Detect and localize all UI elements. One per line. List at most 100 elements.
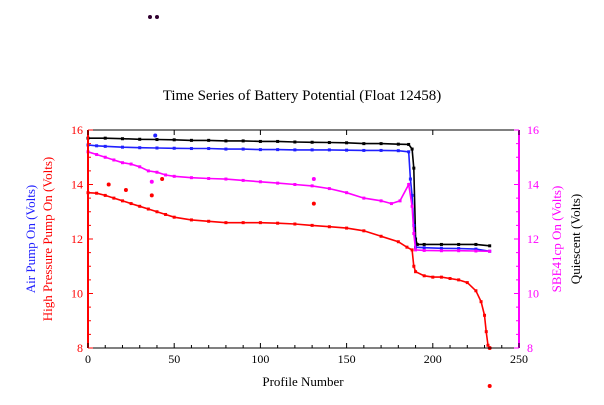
data-point-high-pressure-pump-on [120, 199, 124, 203]
data-point-air-pump-on [410, 193, 414, 197]
data-point-sbe41cp-on [389, 202, 393, 206]
data-point-high-pressure-pump-on [439, 275, 443, 279]
data-point-air-pump-on [474, 247, 478, 251]
data-point-quiescent [241, 139, 245, 143]
data-point-high-pressure-pump-on [164, 212, 168, 216]
data-point-air-pump-on [396, 149, 400, 153]
data-point-high-pressure-pump-on [379, 234, 383, 238]
data-point-sbe41cp-on [120, 161, 124, 165]
data-point-high-pressure-pump-on [258, 221, 262, 225]
data-point-quiescent [155, 138, 159, 142]
left-axis-label-2: High Pressure Pump On (Volts) [40, 157, 55, 321]
outlier-point-high-pressure-pump-on [160, 177, 165, 182]
data-point-high-pressure-pump-on [155, 210, 159, 214]
data-point-quiescent [172, 138, 176, 142]
series-line-sbe41cp-on [87, 151, 490, 253]
data-point-quiescent [379, 142, 383, 146]
data-point-sbe41cp-on [138, 165, 142, 169]
x-tick-label: 250 [510, 352, 528, 366]
data-point-high-pressure-pump-on [310, 223, 314, 227]
outlier-point-sbe41cp-on [311, 177, 316, 182]
data-point-air-pump-on [407, 150, 411, 154]
x-tick-label: 200 [424, 352, 442, 366]
data-point-high-pressure-pump-on [410, 248, 414, 252]
data-point-high-pressure-pump-on [484, 330, 488, 334]
chart-title: Time Series of Battery Potential (Float … [163, 88, 442, 104]
outlier-point-air-pump-on [153, 133, 158, 138]
data-point-high-pressure-pump-on [345, 226, 349, 230]
series-layer [86, 133, 492, 388]
data-point-quiescent [224, 139, 228, 143]
data-point-sbe41cp-on [103, 155, 107, 159]
data-point-quiescent [488, 244, 492, 248]
x-axis-label: Profile Number [262, 374, 344, 389]
data-point-sbe41cp-on [439, 249, 443, 253]
right-y-tick-label: 12 [527, 232, 539, 246]
data-point-high-pressure-pump-on [224, 221, 228, 225]
data-point-high-pressure-pump-on [146, 207, 150, 211]
data-point-quiescent [415, 242, 419, 246]
data-point-high-pressure-pump-on [327, 225, 331, 229]
data-point-high-pressure-pump-on [486, 343, 490, 347]
series-line-high-pressure-pump-on [87, 191, 489, 346]
data-point-air-pump-on [293, 148, 297, 152]
data-point-high-pressure-pump-on [465, 281, 469, 285]
data-point-air-pump-on [155, 146, 159, 150]
data-point-air-pump-on [172, 146, 176, 150]
data-point-air-pump-on [327, 148, 331, 152]
data-point-sbe41cp-on [422, 248, 426, 252]
data-point-air-pump-on [241, 147, 245, 151]
data-point-high-pressure-pump-on [457, 278, 461, 282]
data-point-sbe41cp-on [155, 170, 159, 174]
right-axis-label-1: SBE41cp On (Volts) [549, 186, 564, 293]
data-point-sbe41cp-on [345, 191, 349, 195]
data-point-quiescent [103, 136, 107, 140]
data-point-quiescent [410, 147, 414, 151]
left-y-tick-label: 10 [71, 287, 83, 301]
data-point-air-pump-on [138, 146, 142, 150]
data-point-air-pump-on [379, 148, 383, 152]
data-point-air-pump-on [362, 148, 366, 152]
data-point-quiescent [310, 140, 314, 144]
data-point-high-pressure-pump-on [483, 313, 487, 317]
data-point-quiescent [207, 138, 211, 142]
data-point-sbe41cp-on [398, 199, 402, 203]
data-point-high-pressure-pump-on [95, 191, 99, 195]
x-tick-label: 150 [338, 352, 356, 366]
data-point-quiescent [474, 242, 478, 246]
data-point-sbe41cp-on [327, 187, 331, 191]
data-point-sbe41cp-on [258, 180, 262, 184]
left-y-tick-label: 12 [71, 232, 83, 246]
data-point-air-pump-on [457, 247, 461, 251]
right-y-tick-label: 14 [527, 178, 539, 192]
data-point-air-pump-on [439, 246, 443, 250]
data-point-high-pressure-pump-on [172, 215, 176, 219]
x-tick-label: 100 [251, 352, 269, 366]
data-point-high-pressure-pump-on [448, 277, 452, 281]
data-point-air-pump-on [408, 177, 412, 181]
data-point-sbe41cp-on [407, 183, 411, 186]
data-point-high-pressure-pump-on [431, 275, 435, 279]
outlier-point-high-pressure-pump-on [311, 201, 316, 206]
data-point-sbe41cp-on [146, 169, 150, 173]
data-point-sbe41cp-on [172, 174, 176, 178]
data-point-sbe41cp-on [293, 183, 297, 186]
data-point-high-pressure-pump-on [412, 264, 416, 268]
data-point-quiescent [345, 141, 349, 145]
outlier-point-high-pressure-pump-on [149, 193, 154, 198]
data-point-air-pump-on [422, 246, 426, 250]
data-point-sbe41cp-on [412, 232, 416, 236]
right-y-tick-label: 16 [527, 123, 539, 137]
data-point-sbe41cp-on [129, 162, 133, 166]
data-point-quiescent [189, 138, 193, 142]
outlier-point-high-pressure-pump-on [106, 182, 111, 187]
outlier-point-sbe41cp-on [149, 179, 154, 184]
data-point-high-pressure-pump-on [479, 300, 483, 304]
data-point-sbe41cp-on [362, 196, 366, 200]
data-point-sbe41cp-on [164, 173, 168, 177]
stray-dot [148, 15, 152, 19]
data-point-sbe41cp-on [310, 184, 314, 188]
data-point-high-pressure-pump-on [474, 289, 478, 293]
